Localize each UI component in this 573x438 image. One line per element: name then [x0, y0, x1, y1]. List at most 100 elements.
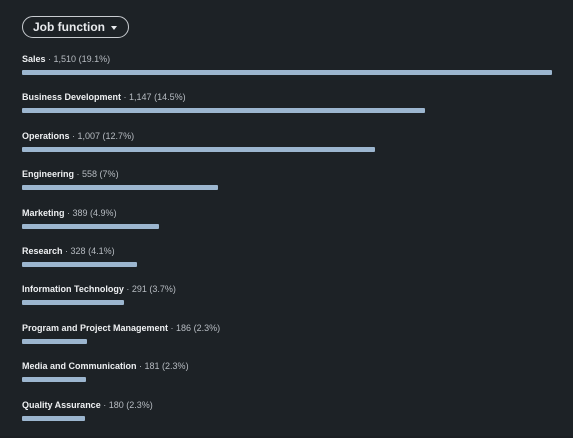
job-function-row: Business Development · 1,147 (14.5%)	[22, 92, 552, 130]
job-function-bar	[22, 223, 159, 229]
job-function-count: 291	[131, 284, 147, 295]
job-function-bar	[22, 415, 86, 421]
job-function-bar	[22, 377, 86, 383]
job-function-percent: 2.3%	[196, 322, 218, 333]
job-function-row: Information Technology · 291 (3.7%)	[22, 284, 552, 322]
job-function-row-text: Marketing · 389 (4.9%)	[22, 208, 552, 219]
job-function-bar-track	[22, 108, 552, 114]
job-function-row-text: Operations · 1,007 (12.7%)	[22, 131, 552, 142]
job-function-bar	[22, 185, 218, 191]
separator: ·	[123, 284, 132, 295]
job-function-row: Program and Project Management · 186 (2.…	[22, 323, 552, 361]
job-function-row: Research · 328 (4.1%)	[22, 246, 552, 284]
paren-close: )	[217, 322, 221, 333]
job-function-row-text: Information Technology · 291 (3.7%)	[22, 284, 552, 295]
job-function-percent: 19.1%	[81, 54, 108, 64]
separator: ·	[64, 207, 73, 218]
job-function-count: 1,007	[77, 130, 101, 141]
paren-open: (	[123, 399, 130, 410]
job-function-row: Quality Assurance · 180 (2.3%)	[22, 400, 552, 438]
job-function-bar-track	[22, 338, 552, 344]
paren-close: )	[107, 54, 111, 64]
job-function-percent: 12.7%	[105, 130, 132, 141]
job-function-bar	[22, 300, 125, 306]
job-function-name: Engineering	[22, 169, 75, 180]
job-function-bar-track	[22, 70, 552, 75]
paren-open: (	[87, 207, 94, 218]
job-function-dropdown[interactable]: Job function	[22, 16, 129, 38]
job-function-bar-track	[22, 261, 552, 267]
paren-open: (	[159, 361, 166, 372]
paren-open: (	[97, 169, 103, 180]
job-function-count: 558	[82, 169, 98, 180]
job-function-percent: 3.7%	[152, 284, 173, 295]
job-function-bar-track	[22, 377, 552, 383]
separator: ·	[168, 322, 177, 333]
paren-close: )	[113, 207, 117, 218]
separator: ·	[121, 92, 130, 103]
job-function-row: Marketing · 389 (4.9%)	[22, 208, 552, 246]
job-function-row-text: Program and Project Management · 186 (2.…	[22, 323, 552, 334]
paren-open: (	[100, 130, 106, 141]
job-function-name: Sales	[22, 54, 46, 64]
job-function-name: Media and Communication	[22, 361, 137, 372]
job-function-name: Information Technology	[22, 284, 124, 295]
job-function-percent: 2.3%	[165, 361, 186, 372]
separator: ·	[74, 169, 83, 180]
job-function-row-text: Sales · 1,510 (19.1%)	[22, 54, 552, 65]
job-function-bar	[22, 261, 138, 267]
separator: ·	[69, 130, 78, 141]
paren-close: )	[172, 284, 176, 295]
job-function-count: 1,147	[129, 92, 152, 103]
job-function-bar-track	[22, 300, 552, 306]
job-function-bar-track	[22, 223, 552, 229]
separator: ·	[100, 399, 109, 410]
paren-close: )	[185, 361, 189, 372]
paren-close: )	[182, 92, 186, 103]
paren-open: (	[151, 92, 158, 103]
job-function-percent: 14.5%	[157, 92, 183, 103]
caret-down-icon	[111, 25, 117, 30]
job-function-row: Engineering · 558 (7%)	[22, 169, 552, 207]
job-function-name: Business Development	[22, 92, 122, 103]
job-function-row-text: Quality Assurance · 180 (2.3%)	[22, 400, 552, 411]
job-function-bar-track	[22, 146, 552, 152]
paren-open: (	[146, 284, 153, 295]
paren-close: )	[111, 245, 115, 256]
paren-close: )	[115, 169, 119, 180]
separator: ·	[136, 361, 145, 372]
job-function-name: Quality Assurance	[22, 399, 101, 410]
job-function-row-text: Research · 328 (4.1%)	[22, 246, 552, 257]
job-function-bar	[22, 338, 88, 344]
job-function-row: Operations · 1,007 (12.7%)	[22, 131, 552, 169]
separator: ·	[45, 54, 54, 64]
job-function-count: 181	[144, 361, 160, 372]
job-function-name: Marketing	[22, 207, 65, 218]
job-function-percent: 2.3%	[129, 399, 150, 410]
job-function-percent: 7%	[102, 169, 116, 180]
job-function-percent: 4.1%	[91, 245, 112, 256]
job-function-row: Sales · 1,510 (19.1%)	[22, 54, 552, 92]
job-function-bar	[22, 108, 425, 114]
job-function-name: Research	[22, 245, 63, 256]
job-function-dropdown-label: Job function	[33, 20, 105, 34]
job-function-row-text: Media and Communication · 181 (2.3%)	[22, 361, 552, 372]
job-function-bar	[22, 70, 552, 75]
job-function-percent: 4.9%	[93, 207, 114, 218]
paren-open: (	[76, 54, 82, 64]
job-function-row: Media and Communication · 181 (2.3%)	[22, 361, 552, 399]
job-function-count: 180	[108, 399, 124, 410]
job-function-row-text: Business Development · 1,147 (14.5%)	[22, 92, 552, 103]
job-function-count: 389	[72, 207, 88, 218]
paren-close: )	[131, 130, 135, 141]
job-function-count: 186	[176, 322, 192, 333]
job-function-name: Operations	[22, 130, 70, 141]
job-function-bar-track	[22, 185, 552, 191]
separator: ·	[62, 245, 71, 256]
job-function-bar	[22, 146, 376, 152]
job-function-name: Program and Project Management	[22, 322, 169, 333]
paren-close: )	[149, 399, 153, 410]
job-function-count: 328	[70, 245, 86, 256]
job-function-bar-list: Sales · 1,510 (19.1%) Business Developmen…	[22, 54, 552, 438]
